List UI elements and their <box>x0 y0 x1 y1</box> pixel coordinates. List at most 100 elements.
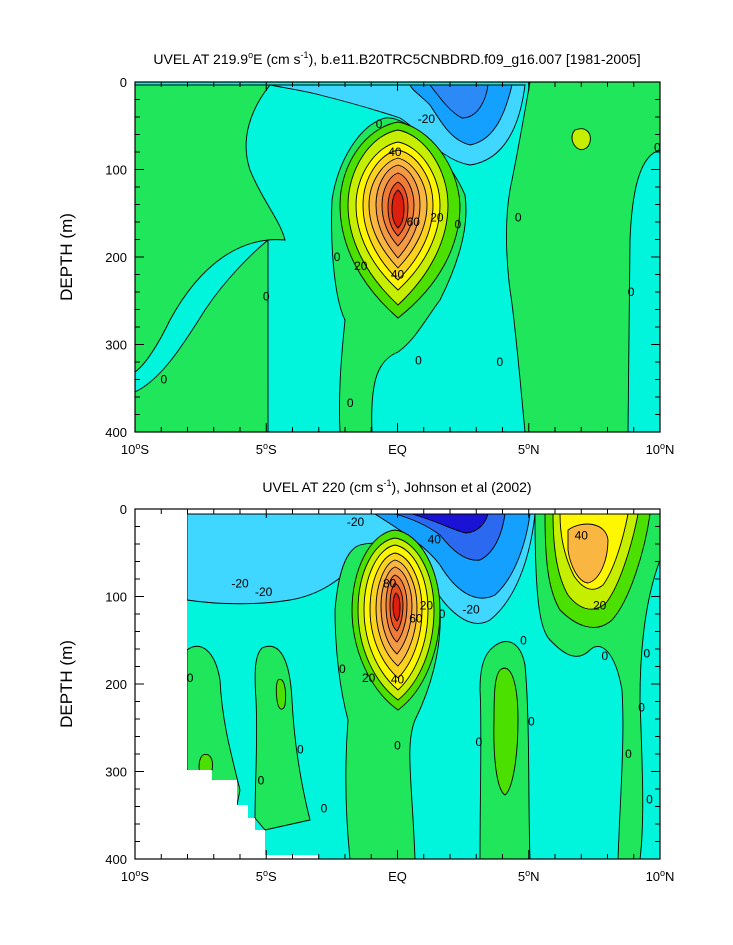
bottom-contour-label: 0 <box>476 735 483 749</box>
top-y-tick-label: 200 <box>105 250 127 265</box>
bottom-contour-label: 0 <box>439 607 446 621</box>
top-band-10-north <box>506 82 660 432</box>
bottom-contour-label: 0 <box>646 793 653 807</box>
bottom-missing-data <box>135 509 318 859</box>
top-contour-label: 0 <box>654 141 661 155</box>
bottom-contour-label: 0 <box>644 646 651 660</box>
top-title-sup1: o <box>248 50 253 60</box>
bottom-contour-label: 80 <box>383 576 397 590</box>
top-contour-label: 0 <box>515 211 522 225</box>
top-contour-label: 0 <box>455 218 462 232</box>
top-contour-label: 20 <box>430 211 444 225</box>
top-y-tick-label: 100 <box>105 163 127 178</box>
bottom-title-sup1: -1 <box>384 478 392 488</box>
top-title-lead: UVEL AT 219.9 <box>153 51 248 67</box>
bottom-contour-label: 0 <box>520 633 527 647</box>
top-contour-labels: -20 0 40 60 20 0 0 20 40 0 0 0 0 0 0 0 0 <box>161 112 662 410</box>
bottom-band-20-mid <box>493 667 519 796</box>
top-contour-label: 0 <box>628 285 635 299</box>
bottom-x-tick-label: 10oN <box>646 868 675 884</box>
top-contour-field <box>135 82 660 432</box>
bottom-x-tick-label: 5oN <box>518 868 540 884</box>
top-panel: UVEL AT 219.9oE (cm s-1), b.e11.B20TRC5C… <box>57 50 674 457</box>
bottom-contour-field <box>135 509 660 859</box>
top-title-mid: E (cm s <box>253 51 300 67</box>
top-y-axis-label: DEPTH (m) <box>57 213 76 301</box>
bottom-contour-label: 0 <box>528 715 535 729</box>
top-x-tick-label: 5oS <box>256 441 277 457</box>
top-x-tick-label: 10oN <box>646 441 675 457</box>
bottom-contour-label: 40 <box>428 533 442 547</box>
top-band-north-max <box>571 128 591 150</box>
bottom-contour-label: 0 <box>602 649 609 663</box>
bottom-contour-label: -20 <box>347 515 365 529</box>
top-x-axis: 10oS 5oS EQ 5oN 10oN <box>121 82 675 457</box>
bottom-contour-label: 40 <box>391 673 405 687</box>
top-x-tick-label: 5oN <box>518 441 540 457</box>
top-band-neg30 <box>429 84 489 119</box>
bottom-band-20-s5 <box>275 678 287 710</box>
bottom-band-10-s5 <box>254 645 311 831</box>
top-y-tick-label: 0 <box>120 75 127 90</box>
top-y-tick-label: 400 <box>105 425 127 440</box>
bottom-band-neg60 <box>411 513 489 534</box>
bottom-x-tick-label: 5oS <box>256 868 277 884</box>
top-contour-label: 60 <box>407 215 421 229</box>
bottom-contour-label: 0 <box>339 662 346 676</box>
top-contour-label: 40 <box>388 145 402 159</box>
bottom-x-axis: 10oS 5oS EQ 5oN 10oN <box>121 509 675 884</box>
top-title-sup2: -1 <box>301 50 309 60</box>
top-title-tail: ), b.e11.B20TRC5CNBDRD.f09_g16.007 [1981… <box>309 51 641 67</box>
top-panel-title: UVEL AT 219.9oE (cm s-1), b.e11.B20TRC5C… <box>153 50 640 67</box>
bottom-contour-label: 0 <box>625 747 632 761</box>
bottom-title-lead: UVEL AT 220 (cm s <box>262 479 383 495</box>
bottom-contour-label: 20 <box>593 598 607 612</box>
bottom-panel: UVEL AT 220 (cm s-1), Johnson et al (200… <box>57 478 674 884</box>
top-band-10-southbottom <box>135 239 269 432</box>
bottom-contour-label: 0 <box>638 701 645 715</box>
bottom-y-tick-label: 300 <box>105 765 127 780</box>
bottom-contour-label: 0 <box>321 801 328 815</box>
bottom-title-mid: ), Johnson et al (2002) <box>392 479 532 495</box>
top-contour-label: 0 <box>263 289 270 303</box>
bottom-panel-title: UVEL AT 220 (cm s-1), Johnson et al (200… <box>262 478 531 495</box>
bottom-contour-label: 0 <box>297 743 304 757</box>
bottom-contour-label: -20 <box>255 585 273 599</box>
bottom-y-tick-label: 100 <box>105 590 127 605</box>
top-x-tick-label: 10oS <box>121 441 149 457</box>
top-band-100 <box>391 189 405 229</box>
bottom-contour-label: 0 <box>394 738 401 752</box>
bottom-band-50-north <box>567 523 609 584</box>
bottom-contour-label: 0 <box>258 773 265 787</box>
bottom-contour-label: 0 <box>187 671 194 685</box>
top-contour-label: 20 <box>354 259 368 273</box>
top-contour-label: 0 <box>497 355 504 369</box>
bottom-contour-label: -20 <box>462 603 480 617</box>
bottom-contour-label: -20 <box>231 576 249 590</box>
top-x-tick-label: EQ <box>388 442 407 457</box>
bottom-y-axis-label: DEPTH (m) <box>57 640 76 728</box>
top-contour-label: 0 <box>347 396 354 410</box>
top-contour-label: 0 <box>334 250 341 264</box>
bottom-band-100 <box>392 592 401 622</box>
top-y-tick-label: 300 <box>105 338 127 353</box>
top-contour-label: 0 <box>161 373 168 387</box>
top-band-10-south <box>135 84 286 373</box>
top-contour-label: -20 <box>418 112 436 126</box>
bottom-y-tick-label: 0 <box>120 502 127 517</box>
top-contour-label: 0 <box>415 353 422 367</box>
bottom-contour-label: 60 <box>409 611 423 625</box>
bottom-x-tick-label: 10oS <box>121 868 149 884</box>
bottom-contour-label: 40 <box>575 528 589 542</box>
bottom-y-tick-label: 200 <box>105 677 127 692</box>
bottom-x-tick-label: EQ <box>388 869 407 884</box>
bottom-contour-label: 20 <box>362 671 376 685</box>
bottom-contour-label: 20 <box>420 598 434 612</box>
top-contour-label: 40 <box>391 268 405 282</box>
bottom-y-tick-label: 400 <box>105 852 127 867</box>
top-contour-label: 0 <box>376 117 383 131</box>
